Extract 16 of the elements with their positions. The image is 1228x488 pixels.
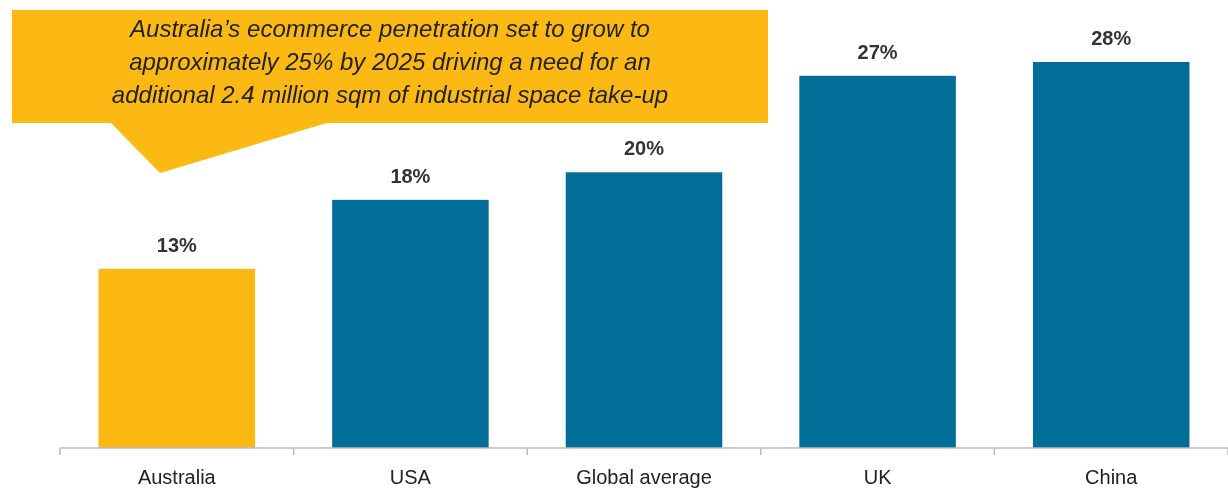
bar [1032,62,1190,448]
data-label: 20% [623,137,665,160]
bar [332,199,489,448]
x-tick-label: USA [389,466,432,488]
x-tick-label: China [1085,466,1139,488]
bar [98,268,256,448]
x-tick-label: Global average [576,466,712,488]
data-label: 28% [1091,27,1132,49]
data-label: 18% [390,164,431,187]
x-tick-label: UK [863,466,893,488]
bar [799,75,956,448]
bar [565,172,723,448]
data-label: 13% [156,233,198,256]
x-tick-label: Australia [137,466,217,488]
annotation: Australia’s ecommerce penetration set to grow to approximately 25% by 2025 driving a need for an additional 2.4 million sqm of industrial space take-up [111,15,669,108]
data-label: 27% [857,40,898,63]
